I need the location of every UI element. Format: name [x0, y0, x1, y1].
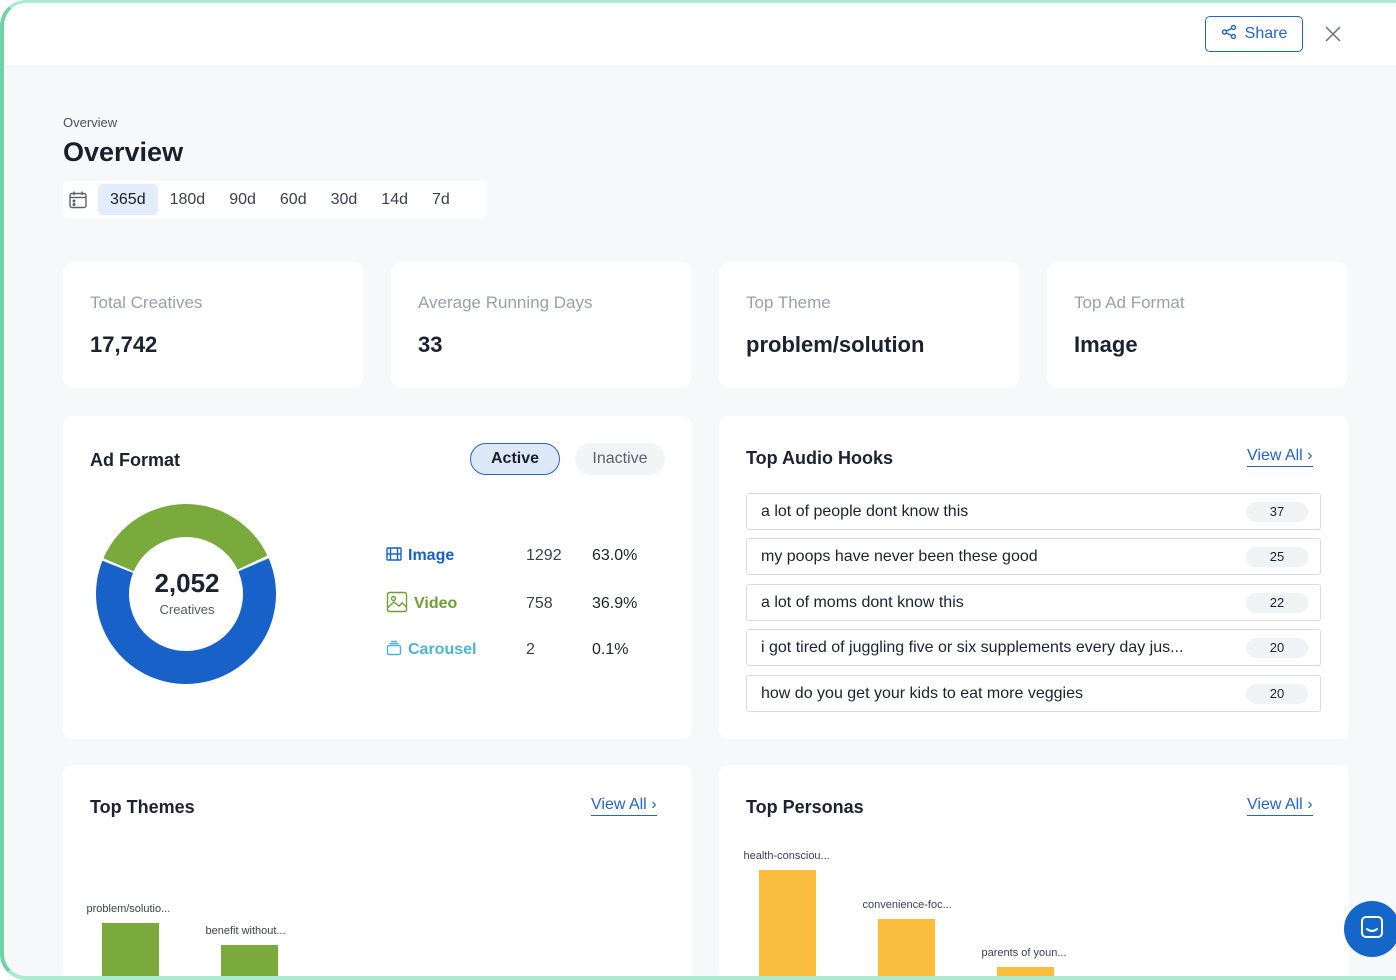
chevron-right-icon: ›	[651, 796, 657, 813]
ad-format-title: Ad Format	[90, 450, 180, 470]
chevron-right-icon: ›	[1307, 796, 1313, 813]
breadcrumb: Overview	[63, 115, 118, 130]
range-90d[interactable]: 90d	[229, 190, 256, 208]
stat-card-total-creatives: Total Creatives 17,742	[63, 262, 363, 388]
stat-value: Image	[1074, 332, 1138, 357]
hook-count-badge: 37	[1246, 501, 1308, 522]
stat-card-average-running-days: Average Running Days 33	[391, 262, 691, 388]
hook-count-badge: 20	[1246, 683, 1308, 704]
bar-label: problem/solutio...	[86, 903, 171, 915]
bar	[759, 870, 816, 976]
close-icon[interactable]	[1322, 23, 1344, 45]
top-personas-panel: Top Personas View All › health-consciou.…	[719, 765, 1349, 976]
top-bar: Share	[4, 3, 1396, 67]
hook-text: a lot of people dont know this	[761, 502, 969, 520]
format-percent: 36.9%	[592, 595, 638, 612]
range-14d[interactable]: 14d	[381, 190, 408, 208]
view-all-label: View All	[1247, 796, 1303, 813]
themes-title: Top Themes	[90, 797, 195, 817]
format-row-carousel[interactable]: Carousel 2 0.1%	[386, 638, 656, 662]
format-count: 758	[526, 595, 553, 612]
themes-view-all-link[interactable]: View All ›	[591, 796, 657, 816]
audio-hooks-title: Top Audio Hooks	[746, 448, 893, 468]
view-all-label: View All	[1247, 447, 1303, 464]
range-7d[interactable]: 7d	[432, 190, 450, 208]
chat-launcher-button[interactable]	[1344, 901, 1396, 957]
range-180d[interactable]: 180d	[169, 190, 206, 208]
bar	[102, 923, 159, 976]
calendar-icon[interactable]	[66, 188, 90, 212]
range-30d[interactable]: 30d	[330, 190, 358, 208]
stat-value: 17,742	[90, 332, 158, 357]
bar-label: benefit without...	[205, 925, 286, 937]
audio-hook-item[interactable]: a lot of people dont know this 37	[746, 493, 1321, 530]
audio-hooks-view-all-link[interactable]: View All ›	[1247, 447, 1313, 467]
active-toggle[interactable]: Active	[470, 443, 560, 475]
ad-format-donut-chart	[96, 504, 276, 684]
top-themes-panel: Top Themes View All › problem/solutio...…	[63, 765, 692, 976]
format-name: Video	[414, 595, 458, 612]
share-label: Share	[1244, 25, 1288, 42]
donut-segment-video	[103, 504, 268, 572]
chat-icon	[1359, 914, 1385, 945]
format-row-image[interactable]: Image 1292 63.0%	[386, 544, 656, 568]
stat-value: 33	[418, 332, 443, 357]
format-count: 2	[526, 641, 535, 658]
personas-title: Top Personas	[746, 797, 864, 817]
bar	[878, 919, 935, 976]
view-all-label: View All	[591, 796, 647, 813]
stat-label: Top Theme	[746, 293, 831, 312]
audio-hook-item[interactable]: my poops have never been these good 25	[746, 538, 1321, 575]
audio-hook-item[interactable]: how do you get your kids to eat more veg…	[746, 675, 1321, 712]
format-name: Image	[408, 547, 455, 564]
donut-segment-carousel	[238, 557, 269, 572]
hook-text: a lot of moms dont know this	[761, 593, 964, 611]
hook-text: i got tired of juggling five or six supp…	[761, 638, 1184, 656]
format-row-video[interactable]: Video 758 36.9%	[386, 591, 656, 618]
bar-label: parents of youn...	[981, 947, 1067, 959]
stat-value: problem/solution	[746, 332, 925, 357]
chevron-right-icon: ›	[1307, 447, 1313, 464]
bar-label: convenience-foc...	[862, 899, 952, 911]
audio-hook-item[interactable]: a lot of moms dont know this 22	[746, 584, 1321, 621]
audio-hook-item[interactable]: i got tired of juggling five or six supp…	[746, 629, 1321, 666]
hook-count-badge: 20	[1246, 637, 1308, 658]
date-range-selector: 365d 180d 90d 60d 30d 14d 7d	[63, 181, 487, 218]
format-percent: 63.0%	[592, 547, 638, 564]
format-percent: 0.1%	[592, 641, 629, 658]
stat-label: Total Creatives	[90, 293, 203, 312]
film-icon	[386, 546, 402, 566]
hook-count-badge: 25	[1246, 546, 1308, 567]
format-count: 1292	[526, 547, 562, 564]
range-365d[interactable]: 365d	[98, 184, 158, 215]
personas-view-all-link[interactable]: View All ›	[1247, 796, 1313, 816]
top-audio-hooks-panel: Top Audio Hooks View All › a lot of peop…	[719, 416, 1349, 739]
share-icon	[1221, 24, 1237, 45]
format-name: Carousel	[408, 641, 477, 658]
image-icon	[386, 591, 408, 618]
inactive-toggle[interactable]: Inactive	[575, 443, 665, 475]
hook-text: how do you get your kids to eat more veg…	[761, 684, 1083, 702]
stat-card-top-theme: Top Theme problem/solution	[719, 262, 1019, 388]
stat-label: Top Ad Format	[1074, 293, 1185, 312]
bar-label: health-consciou...	[743, 850, 830, 862]
ad-format-panel: Ad Format Active Inactive 2,052 Creative…	[63, 416, 692, 739]
hook-text: my poops have never been these good	[761, 547, 1038, 565]
bar	[221, 945, 278, 976]
stat-label: Average Running Days	[418, 293, 593, 312]
hook-count-badge: 22	[1246, 592, 1308, 613]
donut-segment-image	[96, 558, 276, 684]
stat-card-top-ad-format: Top Ad Format Image	[1047, 262, 1347, 388]
share-button[interactable]: Share	[1205, 16, 1303, 52]
page-title: Overview	[63, 137, 184, 167]
carousel-icon	[386, 640, 402, 661]
donut-total: 2,052	[154, 568, 220, 598]
donut-total-label: Creatives	[159, 602, 215, 617]
bar	[997, 967, 1054, 976]
range-60d[interactable]: 60d	[279, 190, 307, 208]
